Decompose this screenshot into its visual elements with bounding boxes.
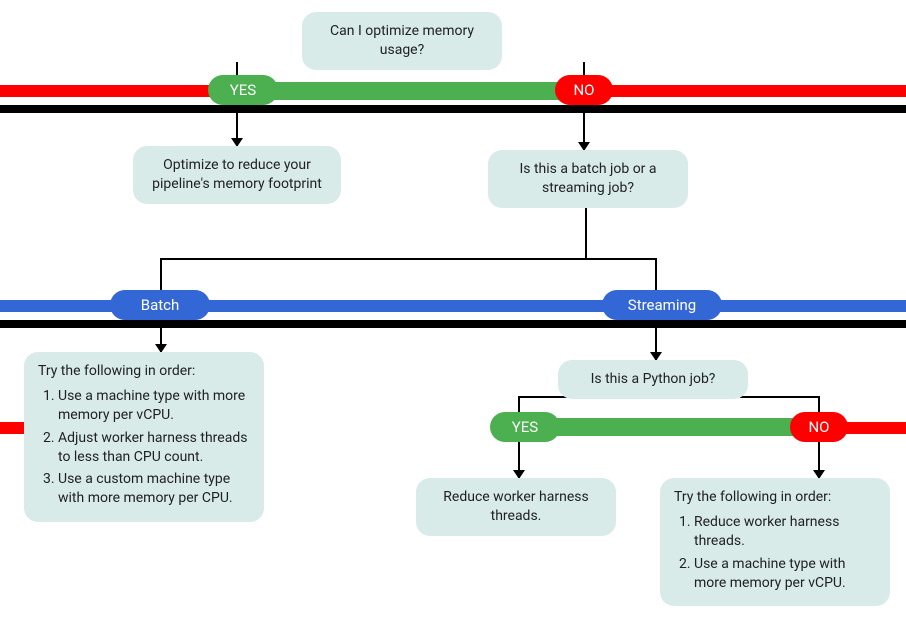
pill-no-py: NO <box>790 412 848 442</box>
node-optimize: Optimize to reduce your pipeline's memor… <box>133 146 341 204</box>
node-python: Is this a Python job? <box>558 360 748 399</box>
list-item: Use a custom machine type with more memo… <box>58 470 250 508</box>
node-reduce-threads: Reduce worker harness threads. <box>416 478 616 536</box>
list-item: Adjust worker harness threads to less th… <box>58 429 250 467</box>
list-item: Use a machine type with more memory per … <box>58 387 250 425</box>
node-streaming-title: Try the following in order: <box>674 488 876 507</box>
bar-black-top <box>0 105 906 113</box>
pill-streaming: Streaming <box>602 290 722 320</box>
conn <box>160 258 586 260</box>
node-streaming-steps: Try the following in order: Reduce worke… <box>660 478 890 606</box>
conn <box>585 200 587 258</box>
node-batch-steps: Try the following in order: Use a machin… <box>24 352 264 522</box>
node-streaming-list: Reduce worker harness threads. Use a mac… <box>674 513 876 593</box>
node-batch-title: Try the following in order: <box>38 362 250 381</box>
flowchart-canvas: YES NO Batch Streaming YES NO Can I opti… <box>0 0 906 642</box>
pill-yes-py: YES <box>490 412 560 442</box>
list-item: Use a machine type with more memory per … <box>694 555 876 593</box>
pill-yes-root: YES <box>208 75 278 105</box>
bar-black-mid <box>0 320 906 328</box>
node-root: Can I optimize memory usage? <box>302 12 502 70</box>
node-jobtype: Is this a batch job or a streaming job? <box>488 150 688 208</box>
node-batch-list: Use a machine type with more memory per … <box>38 387 250 508</box>
conn <box>740 396 820 398</box>
pill-batch: Batch <box>110 290 210 320</box>
list-item: Reduce worker harness threads. <box>694 513 876 551</box>
bar-green-top <box>230 82 570 100</box>
conn <box>585 258 657 260</box>
pill-no-root: NO <box>555 75 613 105</box>
